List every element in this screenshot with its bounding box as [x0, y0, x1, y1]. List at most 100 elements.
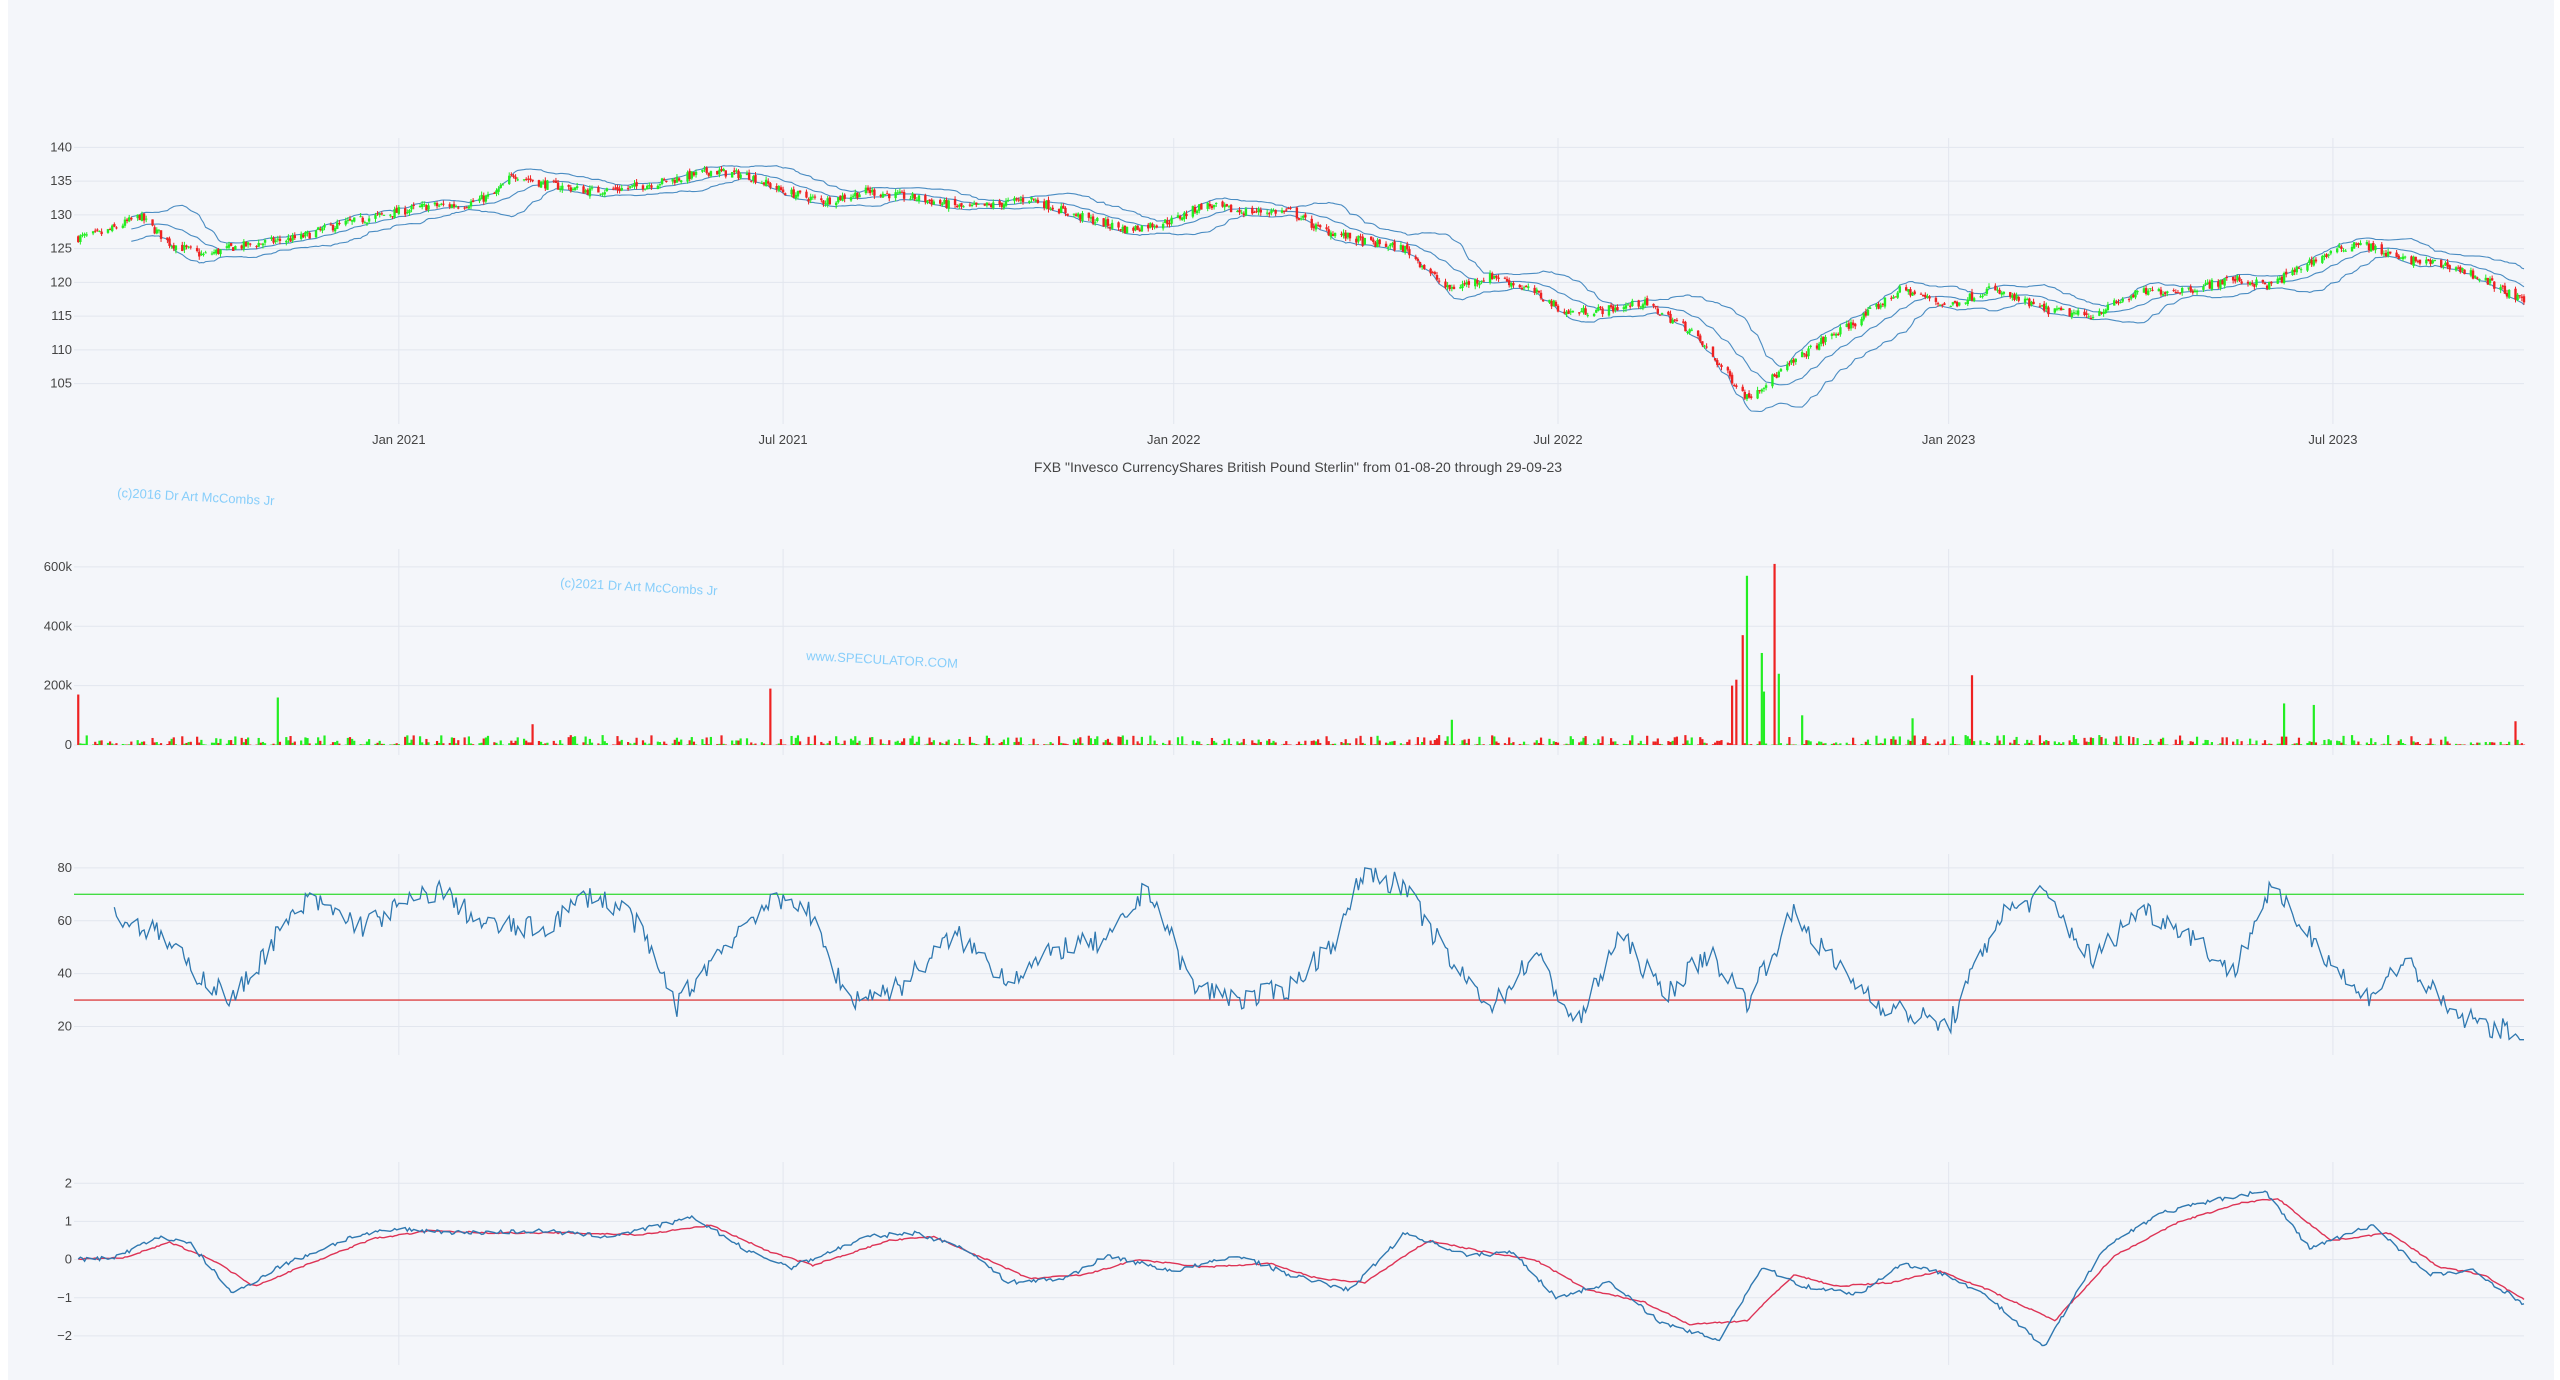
candle-body	[1510, 282, 1513, 287]
volume-bar	[2355, 744, 2358, 745]
candle-body	[1822, 336, 1825, 344]
candle-body	[1756, 390, 1759, 399]
candle-body	[316, 227, 320, 230]
volume-bar	[660, 744, 664, 745]
candle-body	[928, 199, 931, 201]
volume-bar	[1510, 743, 1513, 745]
candle-body	[692, 172, 696, 176]
candle-body	[2350, 246, 2354, 252]
volume-bar	[582, 742, 585, 745]
candle-body	[2522, 296, 2526, 303]
volume-bar	[1015, 737, 1018, 745]
candle-body	[998, 201, 1001, 205]
volume-y-tick-label: 200k	[44, 678, 73, 693]
volume-bar	[79, 743, 82, 745]
candle-body	[1225, 204, 1229, 207]
volume-bar	[1096, 736, 1099, 745]
candle-body	[144, 218, 148, 220]
volume-bar	[452, 737, 456, 745]
candle-body	[2397, 255, 2400, 259]
volume-bar	[1571, 739, 1574, 745]
candle-body	[1066, 213, 1069, 216]
candle-body	[1928, 296, 1931, 299]
volume-bar	[1140, 736, 1143, 745]
candle-body	[1391, 243, 1394, 245]
candle-body	[1081, 213, 1084, 221]
volume-bar	[365, 741, 369, 745]
candle-body	[586, 189, 589, 195]
candle-body	[2028, 298, 2031, 307]
candle-body	[665, 180, 668, 182]
candle-body	[1312, 226, 1316, 229]
candle-body	[1834, 333, 1838, 336]
volume-bar	[1537, 743, 1541, 745]
candle-body	[2321, 256, 2324, 263]
candle-body	[1862, 313, 1865, 320]
candle-body	[170, 246, 173, 248]
volume-bar	[227, 740, 231, 745]
volume-bar	[421, 742, 424, 745]
candle-body	[94, 230, 97, 232]
candle-body	[1688, 329, 1691, 333]
volume-bar	[304, 737, 307, 745]
candle-body	[1941, 304, 1944, 306]
candle-body	[2204, 283, 2207, 285]
candle-body	[323, 225, 326, 228]
candle-body	[972, 203, 976, 205]
candle-body	[584, 190, 587, 193]
candle-body	[529, 178, 532, 181]
volume-bar	[1060, 742, 1063, 745]
candle-body	[582, 186, 585, 194]
candle-body	[953, 199, 957, 206]
candle-body	[1223, 204, 1226, 208]
candle-body	[675, 177, 679, 183]
candle-body	[1815, 345, 1819, 349]
volume-bar	[2268, 743, 2271, 745]
candle-body	[932, 201, 936, 205]
candle-body	[701, 169, 704, 172]
volume-bar	[677, 741, 681, 745]
candle-body	[1807, 348, 1810, 357]
volume-bar	[888, 740, 891, 745]
volume-bar	[2516, 739, 2519, 745]
volume-bar	[1907, 739, 1910, 745]
volume-bar	[2210, 742, 2214, 745]
volume-bar	[2365, 742, 2368, 745]
candle-body	[153, 227, 156, 234]
candle-body	[240, 245, 243, 249]
volume-bar	[338, 743, 341, 745]
candle-body	[457, 207, 460, 209]
candle-body	[544, 180, 547, 189]
volume-bar	[1983, 744, 1986, 745]
candle-body	[2238, 277, 2241, 282]
volume-bar	[2181, 740, 2184, 745]
rsi-y-tick-label: 40	[58, 966, 72, 981]
candle-body	[157, 230, 161, 232]
volume-bar	[1688, 743, 1691, 745]
candle-body	[1645, 298, 1649, 306]
volume-bar	[2410, 736, 2413, 745]
volume-bar	[2134, 744, 2137, 745]
candle-body	[1733, 384, 1736, 386]
candle-body	[2429, 260, 2432, 265]
volume-bar	[675, 737, 679, 745]
volume-bar	[1414, 744, 1417, 745]
volume-bar	[618, 741, 621, 745]
candle-body	[2471, 270, 2475, 279]
candle-body	[1123, 225, 1127, 234]
candle-body	[2403, 256, 2407, 258]
candle-body	[1079, 214, 1082, 220]
candle-body	[1448, 284, 1451, 290]
volume-bar	[1830, 743, 1833, 745]
volume-bar	[781, 744, 785, 745]
candle-body	[1342, 232, 1345, 237]
volume-bar	[1004, 744, 1008, 745]
candle-body	[2299, 269, 2303, 271]
volume-bar	[745, 738, 749, 745]
candle-body	[219, 249, 222, 255]
candle-body	[588, 188, 592, 197]
volume-bar	[2310, 741, 2313, 745]
candle-body	[1658, 314, 1662, 316]
volume-bar	[822, 743, 825, 745]
volume-bar	[584, 736, 587, 745]
